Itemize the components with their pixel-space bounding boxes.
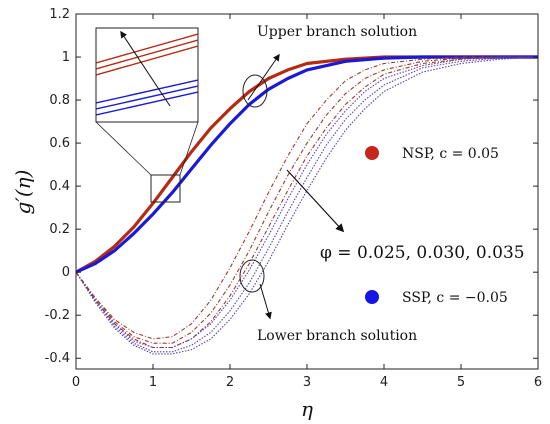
- inset-frame: [95, 27, 199, 123]
- y-axis-label: g′(η): [11, 170, 35, 215]
- series-line-lower-ssp: [76, 56, 538, 353]
- series-line-lower-ssp: [76, 56, 538, 349]
- y-tick-label: 0.4: [49, 179, 70, 194]
- y-tick-label: 0: [62, 265, 70, 280]
- x-tick-label: 5: [457, 375, 465, 390]
- inset-panel: [95, 27, 199, 123]
- upper-branch-marker: [242, 74, 268, 108]
- x-tick-label: 6: [534, 375, 542, 390]
- upper-branch-label: Upper branch solution: [257, 24, 417, 40]
- x-axis-label: η: [301, 397, 313, 421]
- series-line-lower-nsp: [76, 56, 538, 344]
- x-tick-label: 2: [226, 375, 234, 390]
- x-tick-label: 3: [303, 375, 311, 390]
- series-line-lower-nsp: [76, 56, 538, 340]
- inset-ssp-line: [96, 91, 198, 116]
- lower-branch-marker: [239, 259, 265, 293]
- y-tick-label: 0.8: [49, 93, 70, 108]
- x-tick-label: 4: [380, 375, 388, 390]
- legend-ssp-marker: [365, 290, 379, 304]
- inset-nsp-line: [96, 45, 198, 76]
- series-line-upper-ssp: [76, 55, 538, 274]
- legend: NSP, c = 0.05 SSP, c = −0.05: [365, 146, 508, 306]
- legend-ssp-label: SSP, c = −0.05: [402, 290, 508, 306]
- lower-branch-arrow: [259, 283, 272, 320]
- y-tick-label: -0.2: [45, 308, 70, 323]
- x-tick-label: 1: [149, 375, 157, 390]
- phi-arrow: [286, 169, 345, 233]
- inset-nsp-line: [96, 39, 198, 70]
- x-tick-label: 0: [72, 375, 80, 390]
- y-tick-label: 0.6: [49, 136, 70, 151]
- zoom-region-box: [150, 174, 181, 203]
- legend-nsp-marker: [365, 146, 379, 160]
- inset-nsp-line: [96, 33, 198, 64]
- y-tick-label: -0.4: [45, 351, 70, 366]
- phi-label: φ = 0.025, 0.030, 0.035: [320, 243, 525, 263]
- y-tick-label: 1: [62, 50, 70, 65]
- lower-branch-label: Lower branch solution: [257, 328, 417, 344]
- y-tick-label: 1.2: [49, 7, 70, 22]
- y-tick-label: 0.2: [49, 222, 70, 237]
- upper-branch-arrow: [247, 53, 280, 101]
- series-layer: [76, 55, 538, 355]
- inset-ssp-line: [96, 85, 198, 110]
- ticks-layer: 0 1 2 3 4 5 6 -0.4 -0.2 0 0.2 0.4 0.6 0.8 1 1.2: [45, 7, 543, 390]
- zoom-connector-line: [95, 121, 152, 176]
- inset-ssp-line: [96, 79, 198, 104]
- zoom-connector-line: [179, 121, 199, 176]
- inset-direction-arrow: [120, 30, 171, 107]
- legend-nsp-label: NSP, c = 0.05: [402, 146, 499, 162]
